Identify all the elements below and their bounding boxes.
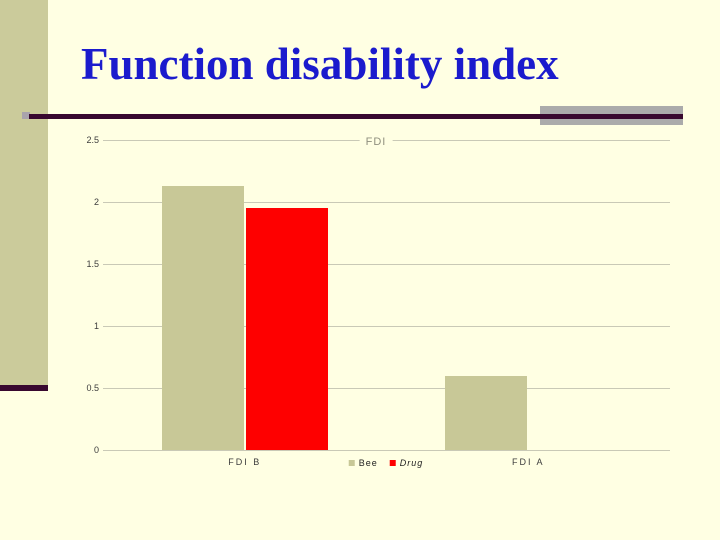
- y-axis-tick-label: 1: [93, 321, 99, 331]
- legend-swatch-bee: [348, 460, 355, 466]
- y-axis-tick-label: 2: [93, 197, 99, 207]
- bar-bee-fdi-b: [162, 186, 244, 450]
- y-axis-tick-label: 2.5: [86, 135, 99, 145]
- title-rule: [29, 114, 683, 119]
- legend-item-bee: Bee: [348, 458, 378, 468]
- sidebar-band: [0, 0, 48, 385]
- slide-title: Function disability index: [81, 39, 559, 89]
- chart-title: FDI: [359, 136, 393, 148]
- gridline: [103, 201, 670, 203]
- bar-drug-fdi-b: [246, 208, 328, 450]
- x-axis-category-label: FDI B: [228, 457, 262, 467]
- gridline: [103, 325, 670, 327]
- legend-label-drug: Drug: [399, 458, 424, 468]
- y-axis-tick-label: 0: [93, 445, 99, 455]
- chart-legend: Bee Drug: [348, 458, 424, 468]
- y-axis-tick-label: 1.5: [86, 259, 99, 269]
- gridline: [103, 449, 670, 451]
- gridline: [103, 263, 670, 265]
- legend-swatch-drug: [389, 460, 396, 466]
- title-rule-left-cap: [22, 112, 30, 119]
- legend-label-bee: Bee: [358, 458, 378, 468]
- legend-item-drug: Drug: [389, 458, 424, 468]
- gridline: [103, 387, 670, 389]
- bar-bee-fdi-a: [445, 376, 527, 450]
- x-axis-category-label: FDI A: [511, 457, 545, 467]
- sidebar-accent-line: [0, 385, 48, 391]
- y-axis-tick-label: 0.5: [86, 383, 99, 393]
